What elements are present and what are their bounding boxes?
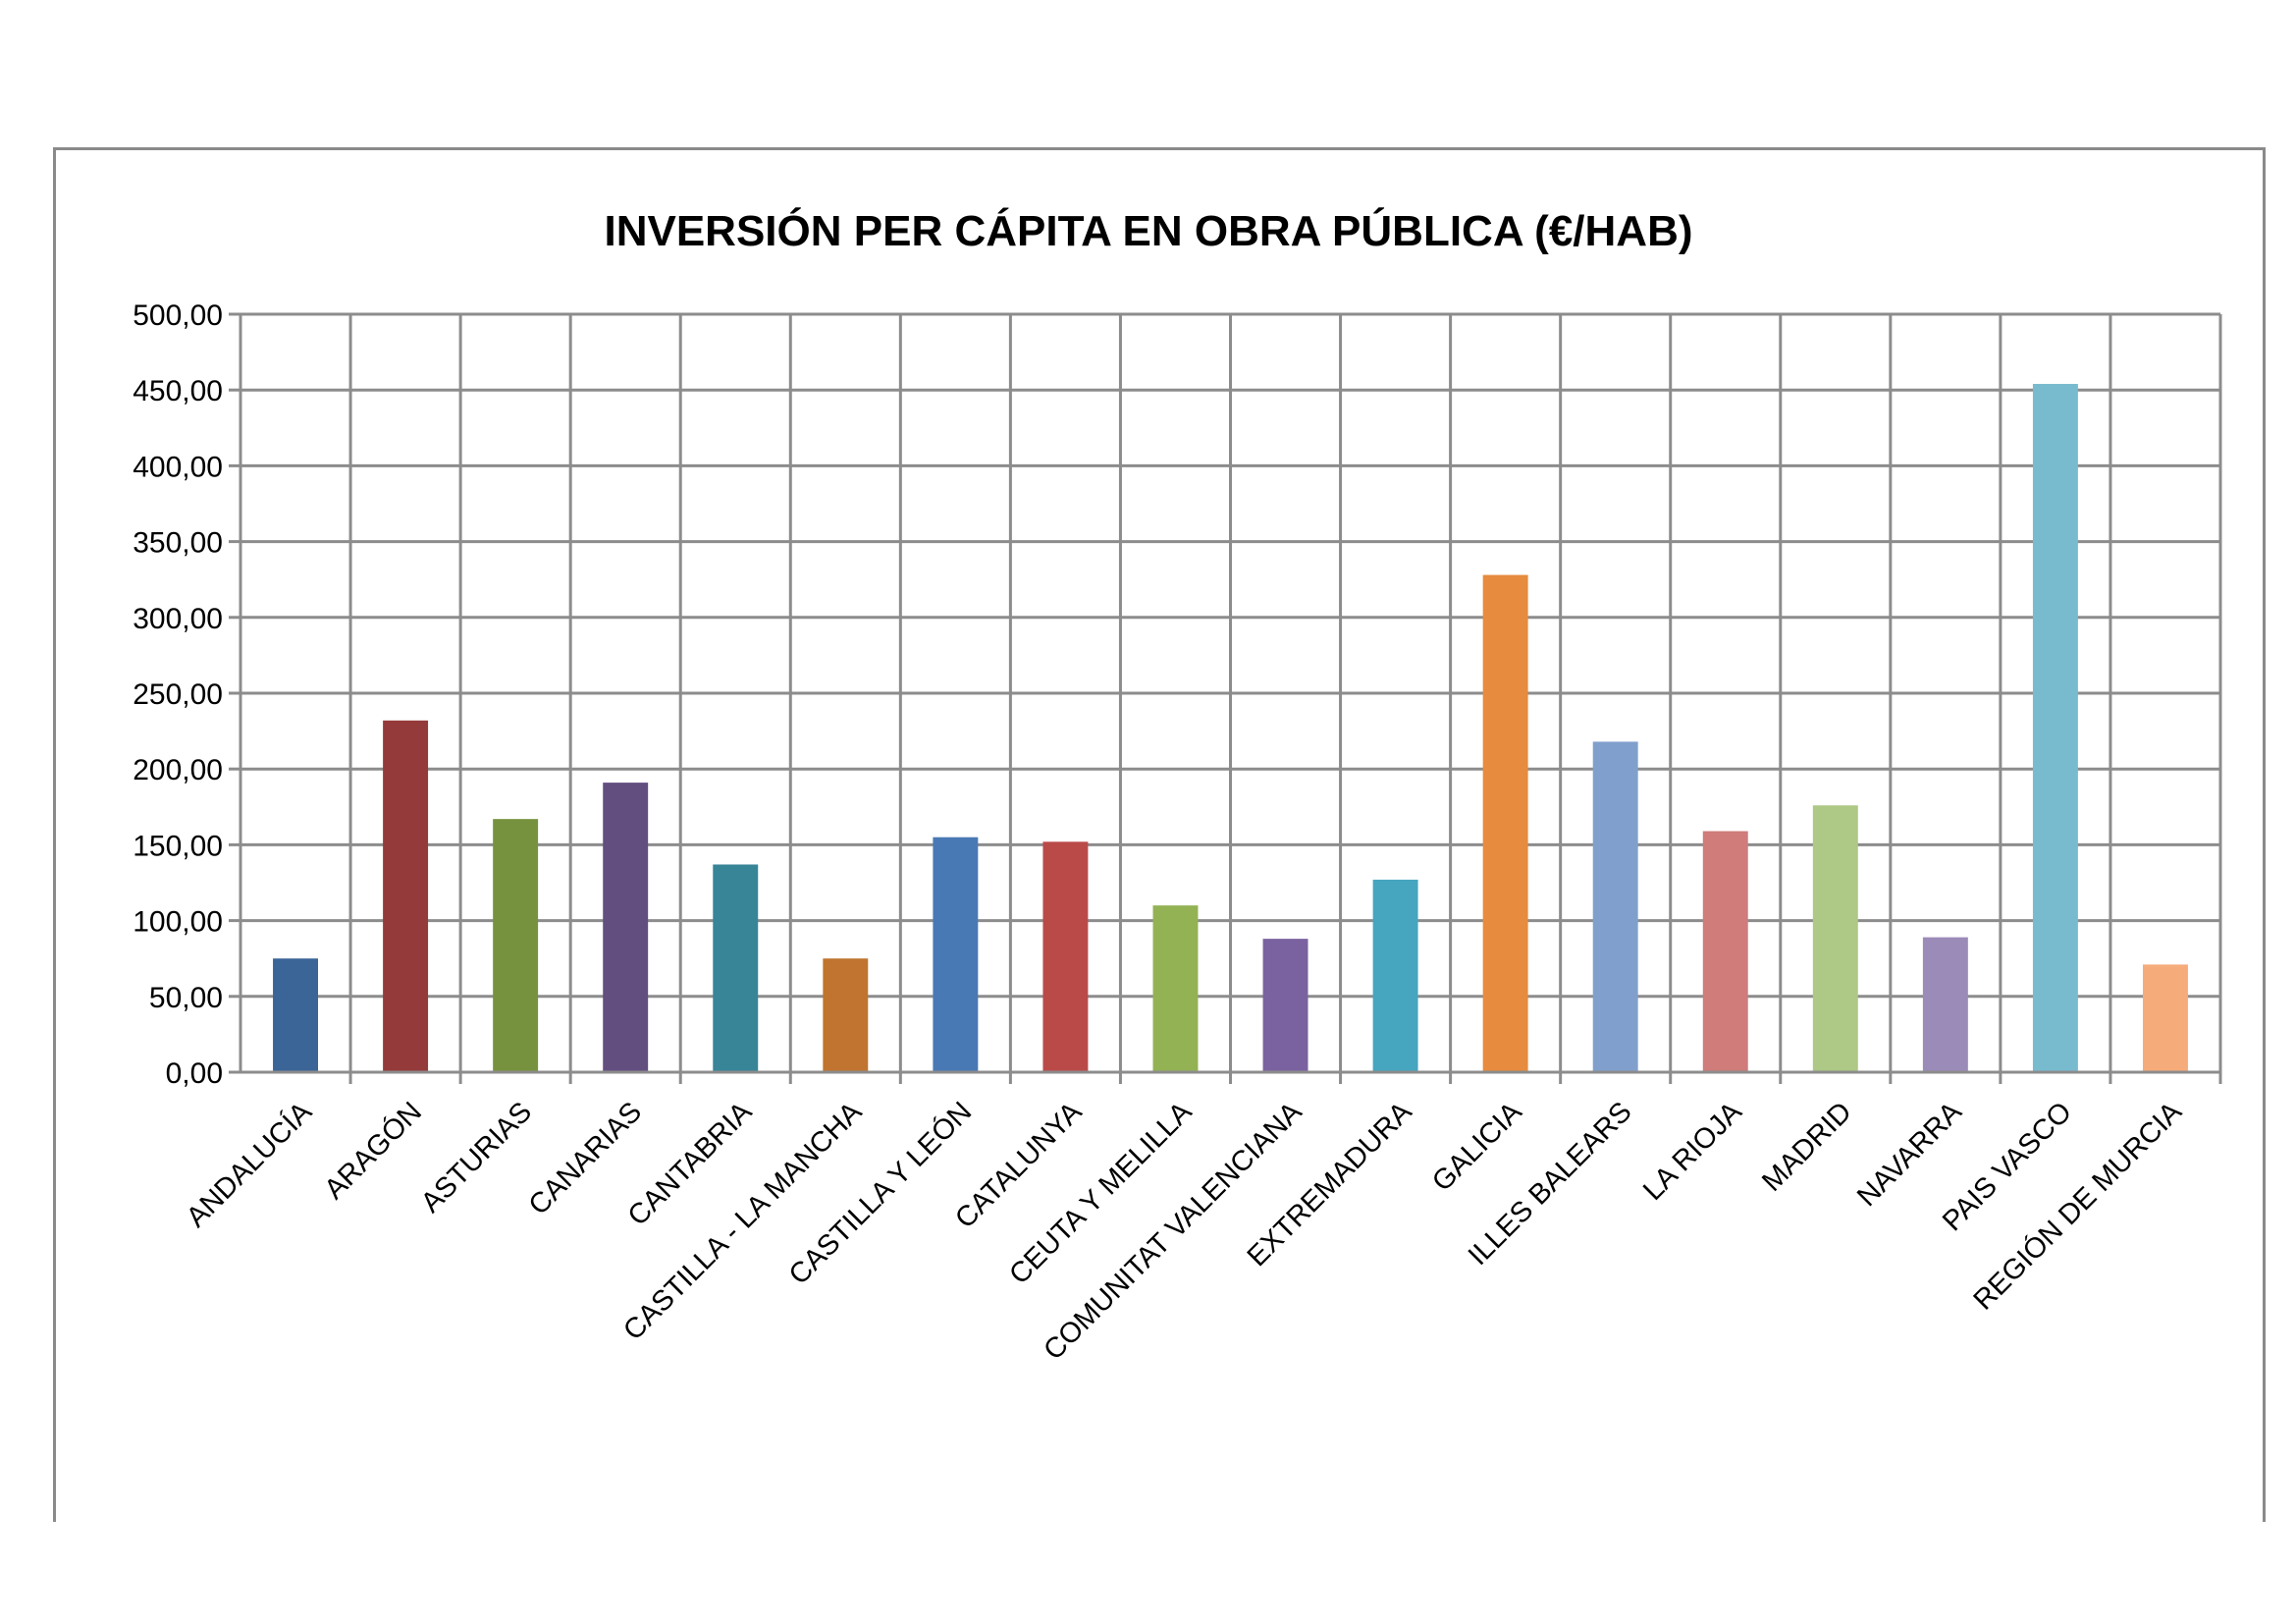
bar [273,958,318,1072]
bar [2143,964,2188,1072]
bar [1592,741,1638,1072]
bar [1482,574,1528,1072]
axes [229,312,2220,1074]
y-tick-label: 250,00 [133,678,223,711]
y-tick-label: 400,00 [133,451,223,483]
gridlines [240,312,2222,1084]
chart-title: INVERSIÓN PER CÁPITA EN OBRA PÚBLICA (€/… [604,206,1692,255]
bar [493,819,539,1072]
bars [273,384,2188,1072]
x-tick-label: CASTILLA Y LEÓN [782,1096,978,1291]
y-tick-label: 0,00 [166,1057,223,1090]
x-tick-label: ARAGÓN [318,1096,428,1206]
bar [713,864,759,1072]
bar [2032,384,2078,1072]
bar [1812,805,1858,1072]
y-tick-label: 100,00 [133,906,223,939]
x-tick-label: ASTURIAS [415,1096,538,1218]
bar [1372,879,1418,1072]
y-tick-label: 200,00 [133,754,223,786]
bar [933,837,979,1072]
bar [1262,939,1308,1072]
y-tick-label: 50,00 [149,982,223,1014]
x-tick-label: ANDALUCÍA [180,1095,318,1233]
y-tick-label: 300,00 [133,603,223,635]
x-tick-label: NAVARRA [1851,1096,1968,1213]
x-axis-tick-labels: ANDALUCÍA ARAGÓNASTURIASCANARIASCANTABRIA… [180,1095,2188,1366]
x-tick-label: REGIÓN DE MURCIA [1967,1095,2188,1316]
x-tick-label: MADRID [1756,1096,1858,1198]
bar [823,958,869,1072]
bar [383,720,429,1072]
bar [603,783,649,1072]
bar [1152,905,1199,1072]
y-tick-label: 450,00 [133,375,223,407]
bar [1922,937,1968,1072]
y-tick-label: 350,00 [133,527,223,560]
y-axis-tick-labels: 0,00 50,00 100,00 150,00 200,00 250,00 300,00 3… [133,299,223,1090]
x-tick-label: GALICIA [1426,1096,1528,1198]
chart-frame [53,147,2266,1522]
bar [1702,831,1748,1072]
y-tick-label: 150,00 [133,830,223,862]
y-tick-label: 500,00 [133,299,223,332]
x-tick-label: CEUTA Y MELILLA [1003,1096,1199,1291]
bar [1042,841,1089,1072]
x-tick-label: LA RIOJA [1637,1096,1748,1207]
